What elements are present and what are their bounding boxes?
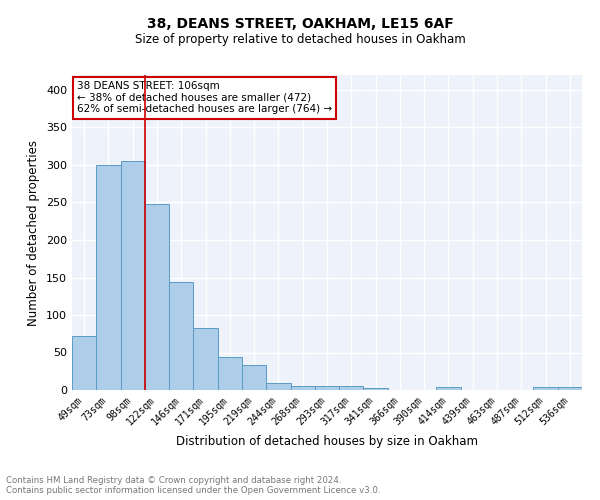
Text: Contains HM Land Registry data © Crown copyright and database right 2024.
Contai: Contains HM Land Registry data © Crown c… — [6, 476, 380, 495]
Bar — [145, 204, 169, 390]
Bar — [242, 365, 266, 390]
Text: Size of property relative to detached houses in Oakham: Size of property relative to detached ho… — [134, 32, 466, 46]
Bar — [339, 386, 364, 390]
Text: 38 DEANS STREET: 106sqm
← 38% of detached houses are smaller (472)
62% of semi-d: 38 DEANS STREET: 106sqm ← 38% of detache… — [77, 82, 332, 114]
Bar — [436, 387, 461, 390]
Bar — [72, 336, 96, 390]
Bar — [169, 282, 193, 390]
X-axis label: Distribution of detached houses by size in Oakham: Distribution of detached houses by size … — [176, 435, 478, 448]
Bar — [96, 165, 121, 390]
Bar — [266, 383, 290, 390]
Bar — [193, 328, 218, 390]
Bar — [558, 387, 582, 390]
Bar — [315, 386, 339, 390]
Bar — [364, 388, 388, 390]
Text: 38, DEANS STREET, OAKHAM, LE15 6AF: 38, DEANS STREET, OAKHAM, LE15 6AF — [146, 18, 454, 32]
Bar — [290, 386, 315, 390]
Y-axis label: Number of detached properties: Number of detached properties — [28, 140, 40, 326]
Bar — [121, 161, 145, 390]
Bar — [218, 357, 242, 390]
Bar — [533, 387, 558, 390]
